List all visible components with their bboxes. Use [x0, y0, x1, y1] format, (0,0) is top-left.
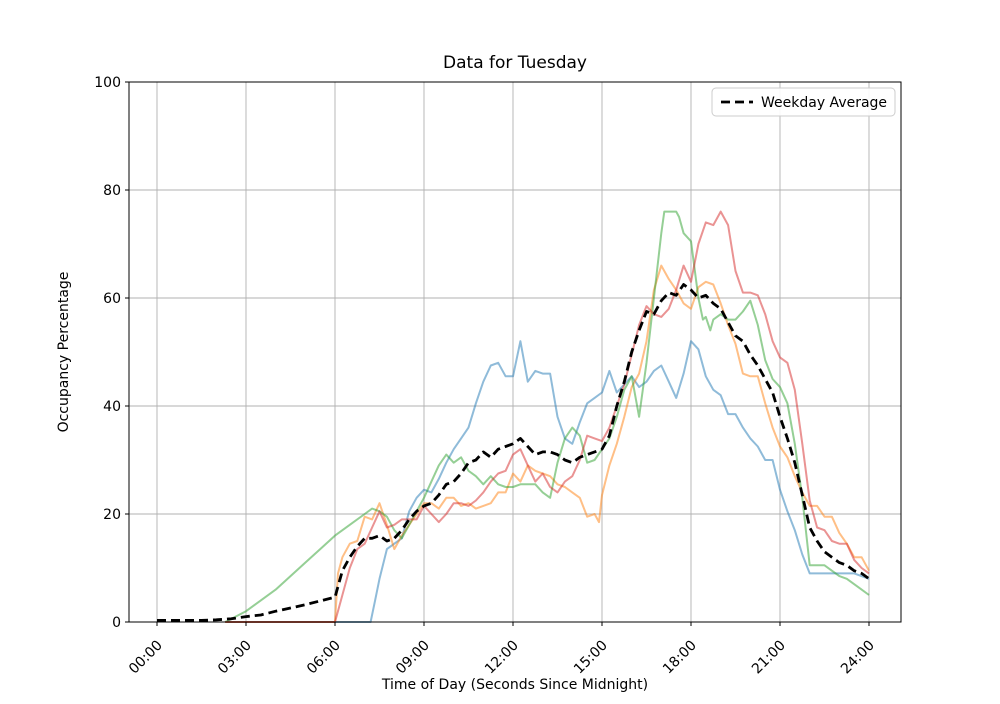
x-axis-label: Time of Day (Seconds Since Midnight) [381, 677, 648, 693]
y-tick-label: 100 [94, 75, 121, 91]
legend: Weekday Average [711, 87, 896, 117]
legend-label: Weekday Average [761, 95, 887, 111]
legend-box [711, 87, 896, 117]
series-tuesday-line-orange [225, 264, 870, 623]
data-series [157, 210, 870, 623]
y-tick-label: 20 [103, 507, 121, 523]
y-tick-label: 80 [103, 183, 121, 199]
plot-background [129, 82, 901, 622]
plot-border [128, 81, 902, 623]
y-tick-label: 0 [112, 615, 121, 631]
chart-title: Data for Tuesday [443, 53, 587, 73]
series-tuesday-line-red [225, 210, 870, 623]
y-tick-label: 40 [103, 399, 121, 415]
series-weekday-average [157, 283, 870, 622]
y-tick-label: 60 [103, 291, 121, 307]
series-tuesday-line-green [224, 210, 870, 623]
y-axis-label: Occupancy Percentage [56, 272, 72, 433]
